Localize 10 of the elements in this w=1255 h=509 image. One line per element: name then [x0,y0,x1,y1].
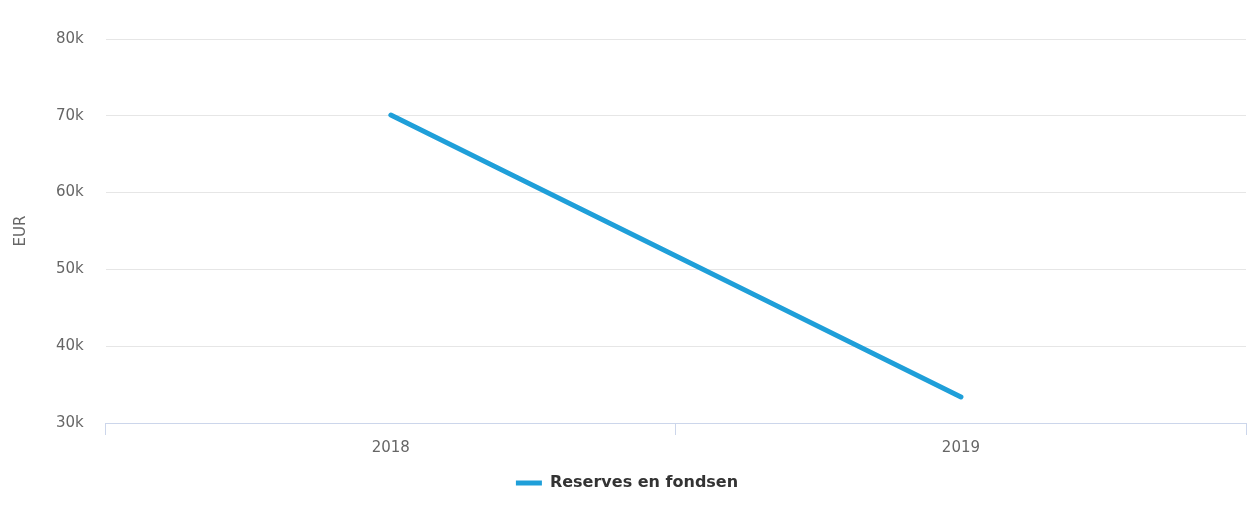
y-tick-label: 80k [55,28,85,47]
y-tick-label: 30k [55,412,85,431]
y-tick-label: 40k [55,336,85,355]
x-tick-label: 2018 [371,437,410,456]
y-tick-label: 60k [55,182,85,201]
x-tick-label: 2019 [941,437,981,456]
legend-label: Reserves en fondsen [549,472,739,492]
y-tick-label: 70k [55,105,85,124]
y-tick-label: 50k [55,259,85,278]
y-axis-title: EUR [10,215,29,247]
